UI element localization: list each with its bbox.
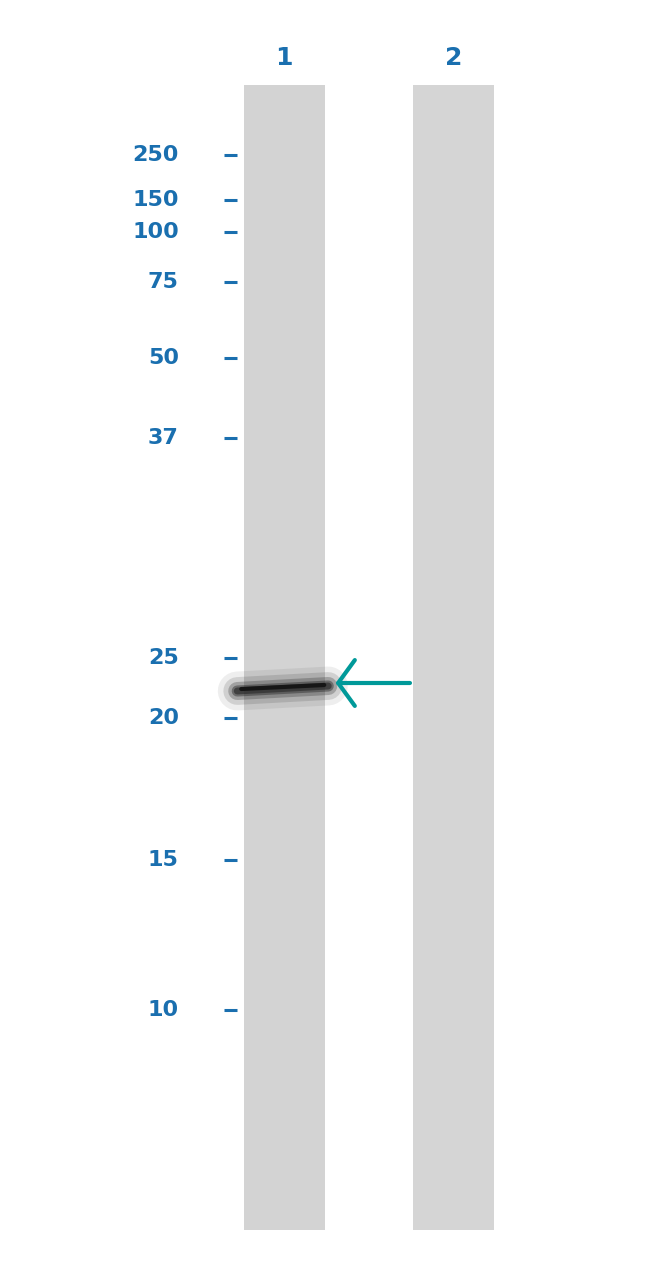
Text: 50: 50 <box>148 348 179 368</box>
Text: 100: 100 <box>132 222 179 243</box>
Text: 37: 37 <box>148 428 179 448</box>
Text: 25: 25 <box>148 648 179 668</box>
Text: 1: 1 <box>276 46 293 70</box>
Text: 250: 250 <box>133 145 179 165</box>
Text: 15: 15 <box>148 850 179 870</box>
Text: 10: 10 <box>148 999 179 1020</box>
Text: 150: 150 <box>132 190 179 210</box>
Text: 75: 75 <box>148 272 179 292</box>
Text: 2: 2 <box>445 46 462 70</box>
Bar <box>413 85 494 1231</box>
Bar <box>244 85 325 1231</box>
Text: 20: 20 <box>148 707 179 728</box>
